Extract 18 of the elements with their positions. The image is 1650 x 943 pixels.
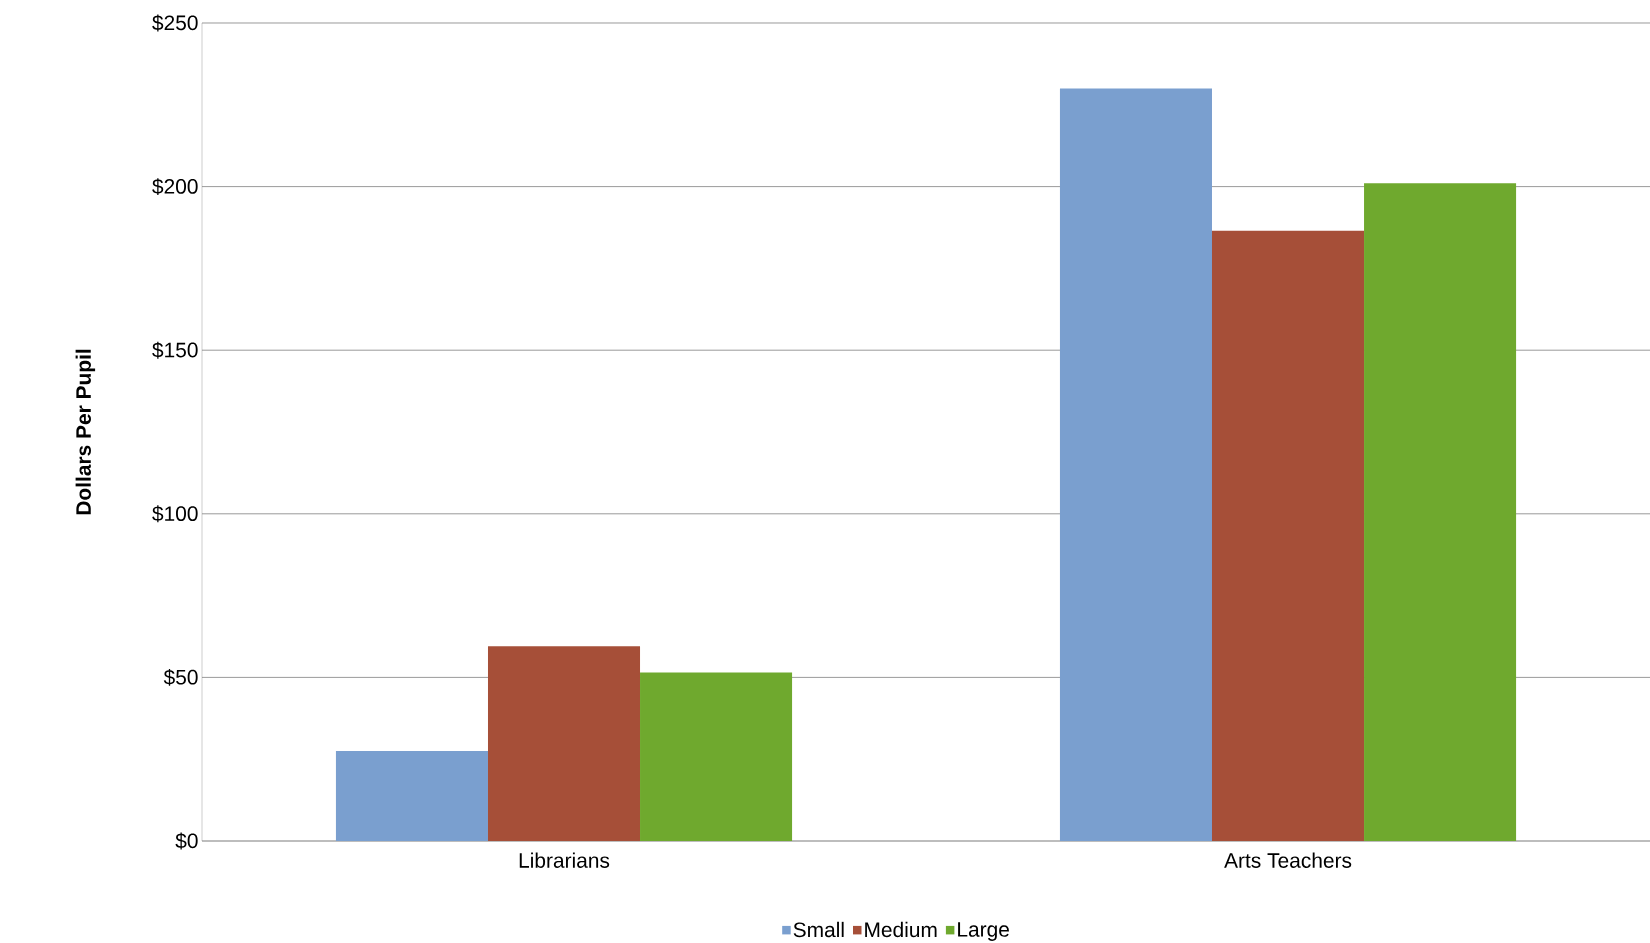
bar: [1211, 230, 1365, 841]
y-tick-label: $0: [175, 832, 198, 850]
x-tick-label: Arts Teachers: [1224, 852, 1352, 868]
y-tick-label: $200: [152, 178, 198, 196]
bar: [1059, 88, 1212, 841]
legend-label: Medium: [865, 921, 937, 938]
y-tick-label: $250: [152, 14, 198, 32]
bar: [335, 751, 488, 841]
y-axis-title: Dollars Per Pupil: [75, 349, 96, 515]
y-tick-label: $50: [163, 668, 198, 686]
legend-label: Large: [958, 922, 1009, 941]
bar: [640, 672, 793, 841]
legend-label: Small: [793, 921, 844, 938]
bar: [487, 646, 641, 841]
y-tick-label: $150: [152, 341, 198, 359]
bar: [1364, 183, 1517, 841]
y-tick-label: $100: [152, 505, 198, 523]
x-tick-label: Librarians: [519, 852, 610, 868]
